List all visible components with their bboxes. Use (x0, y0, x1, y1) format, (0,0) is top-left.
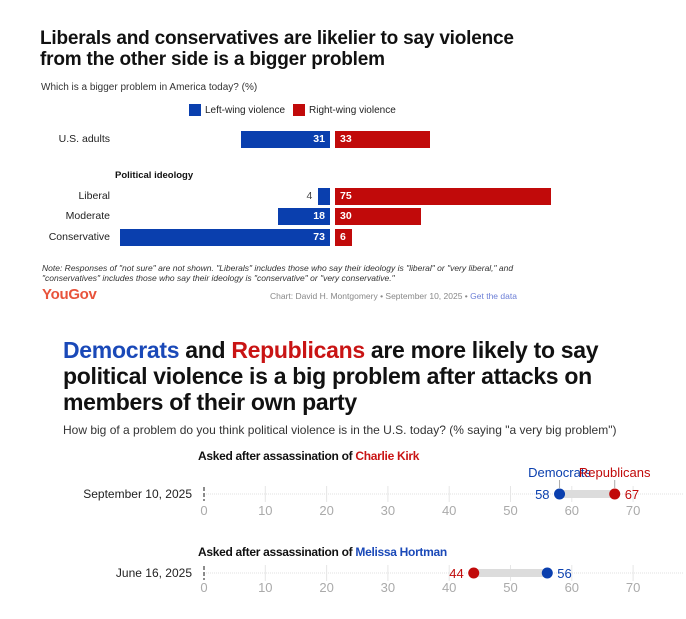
chart1-title: Liberals and conservatives are likelier … (40, 28, 514, 70)
value-label-democrats-panel1: 58 (535, 487, 549, 502)
panel1-date: September 10, 2025 (83, 487, 192, 501)
panel2-heading-prefix: Asked after assassination of (198, 545, 356, 559)
panel2-date: June 16, 2025 (115, 566, 192, 580)
panel2-heading: Asked after assassination of Melissa Hor… (198, 545, 447, 559)
x-tick-label-60: 60 (565, 580, 579, 595)
credit-text: Chart: David H. Montgomery • September 1… (270, 291, 471, 301)
chart2-title: Democrats and Republicans are more likel… (63, 337, 683, 415)
x-tick-label-40: 40 (442, 580, 456, 595)
legend-label-right-wing: Right-wing violence (309, 104, 396, 116)
x-tick-label-20: 20 (319, 503, 333, 518)
bar-left-wing-conservative: 73 (119, 229, 330, 246)
x-tick-label-70: 70 (626, 580, 640, 595)
x-tick-label-0: 0 (200, 503, 207, 518)
series-label-democrats: Democrats (528, 465, 591, 480)
chart1-legend: Left-wing violence Right-wing violence (189, 104, 404, 116)
legend-item-left-wing: Left-wing violence (189, 104, 285, 116)
row-label-moderate: Moderate (65, 210, 110, 222)
x-tick-label-20: 20 (319, 580, 333, 595)
legend-swatch-left-wing (189, 104, 201, 116)
x-tick-label-30: 30 (381, 580, 395, 595)
panel1-heading: Asked after assassination of Charlie Kir… (198, 449, 419, 463)
series-label-republicans: Republicans (579, 465, 651, 480)
dot-republicans-panel1 (609, 488, 621, 500)
bar-right-wing-u-s-adults: 33 (335, 131, 431, 148)
value-label-republicans-panel2: 44 (449, 566, 463, 581)
legend-label-left-wing: Left-wing violence (205, 104, 286, 116)
dot-republicans-panel2 (468, 567, 480, 579)
panel1-heading-prefix: Asked after assassination of (198, 449, 356, 463)
group-label-ideology: Political ideology (115, 170, 194, 181)
row-label-u-s-adults: U.S. adults (58, 133, 110, 145)
legend-swatch-right-wing (293, 104, 306, 116)
value-label-left-wing-liberal: 4 (306, 190, 313, 202)
panel1-heading-name: Charlie Kirk (355, 449, 420, 463)
get-the-data-link[interactable]: Get the data (470, 291, 517, 301)
value-label-democrats-panel2: 56 (557, 566, 571, 581)
bar-left-wing-moderate: 18 (278, 208, 330, 225)
x-tick-label-10: 10 (258, 580, 272, 595)
chart2-subtitle: How big of a problem do you think politi… (63, 423, 617, 437)
chart1-credit: Chart: David H. Montgomery • September 1… (270, 291, 517, 301)
x-tick-label-70: 70 (626, 503, 640, 518)
chart1-note: Note: Responses of "not sure" are not sh… (42, 263, 514, 283)
value-label-republicans-panel1: 67 (625, 487, 639, 502)
bar-right-wing-liberal: 75 (335, 188, 551, 205)
legend-item-right-wing: Right-wing violence (293, 104, 396, 116)
title-rest: are more likely to say political violenc… (63, 337, 599, 415)
bar-left-wing-u-s-adults: 31 (240, 131, 330, 148)
title-republicans: Republicans (231, 337, 365, 363)
row-label-conservative: Conservative (48, 231, 110, 243)
bar-left-wing-liberal (318, 188, 330, 205)
dot-democrats-panel2 (541, 567, 553, 579)
x-tick-label-50: 50 (503, 503, 517, 518)
x-tick-label-0: 0 (200, 580, 207, 595)
row-label-liberal: Liberal (78, 190, 110, 202)
title-and: and (179, 337, 232, 363)
bar-right-wing-moderate: 30 (335, 208, 422, 225)
yougov-logo: YouGov (42, 286, 97, 303)
panel2-heading-name: Melissa Hortman (355, 545, 447, 559)
chart1-subtitle: Which is a bigger problem in America tod… (41, 82, 258, 93)
x-tick-label-30: 30 (381, 503, 395, 518)
x-tick-label-10: 10 (258, 503, 272, 518)
x-tick-label-50: 50 (503, 580, 517, 595)
dot-democrats-panel1 (554, 488, 566, 500)
title-democrats: Democrats (63, 337, 180, 363)
bar-right-wing-conservative: 6 (335, 229, 353, 246)
x-tick-label-60: 60 (565, 503, 579, 518)
x-tick-label-40: 40 (442, 503, 456, 518)
